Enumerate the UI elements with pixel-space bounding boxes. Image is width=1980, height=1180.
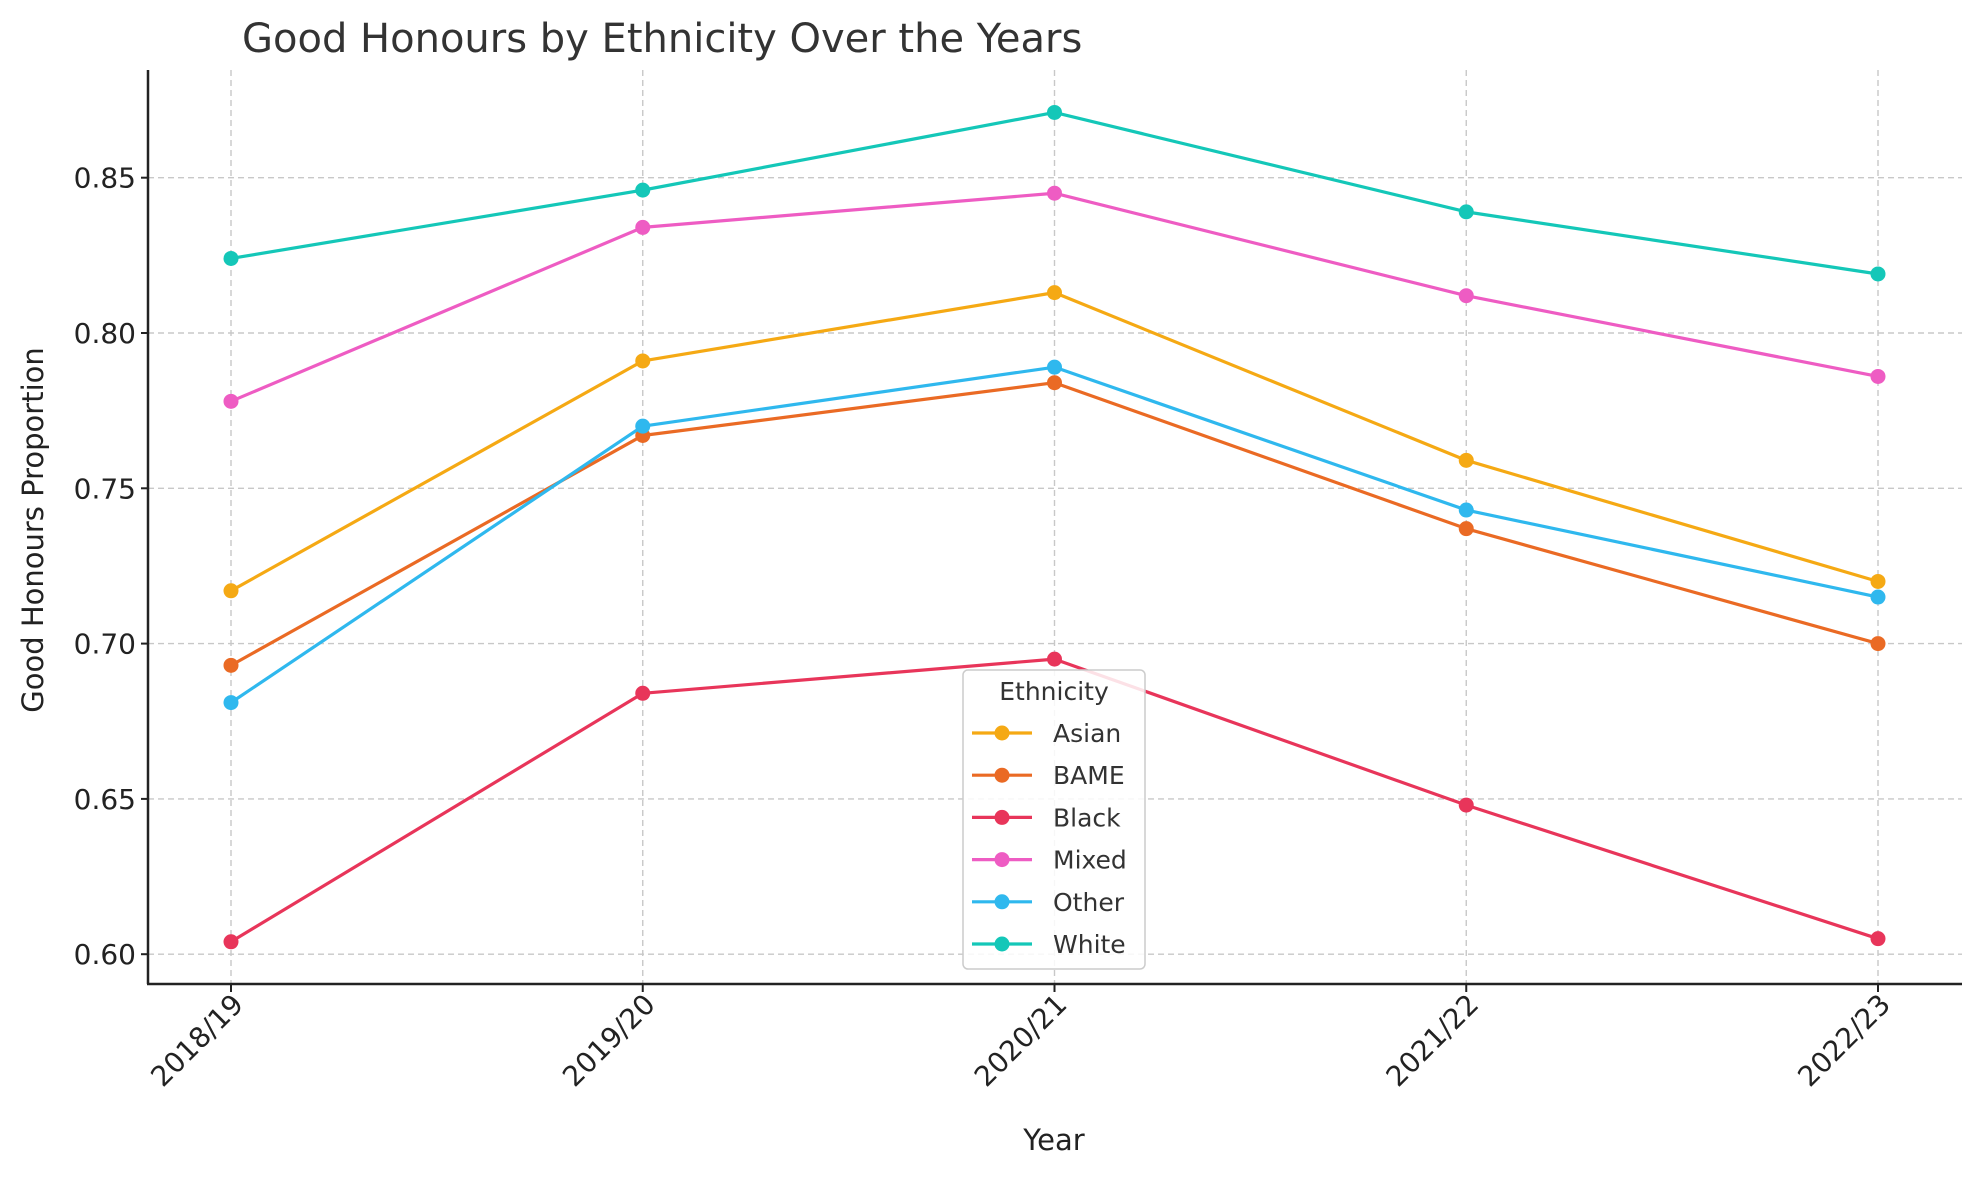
data-point	[1870, 931, 1886, 947]
data-point	[1870, 589, 1886, 605]
series-asian	[223, 285, 1886, 599]
legend-item-white: White	[972, 930, 1126, 959]
data-point	[635, 219, 651, 235]
legend-label: Black	[1053, 803, 1121, 832]
data-point	[1047, 104, 1062, 120]
data-point	[223, 583, 239, 599]
x-tick-label: 2020/21	[968, 988, 1074, 1094]
data-point	[1047, 185, 1062, 201]
series-white	[223, 104, 1886, 282]
legend-item-other: Other	[972, 888, 1125, 917]
data-point	[223, 934, 239, 950]
legend-label: White	[1053, 930, 1126, 959]
y-tick-label: 0.85	[74, 162, 136, 195]
data-point	[635, 418, 651, 434]
data-point	[1047, 651, 1062, 667]
y-tick-label: 0.80	[74, 317, 136, 350]
data-point	[1870, 368, 1886, 384]
y-tick-label: 0.60	[74, 938, 136, 971]
legend: Ethnicity Asian BAME Black Mixed Other White	[962, 669, 1146, 970]
data-point	[1458, 452, 1474, 468]
data-point	[1458, 797, 1474, 813]
legend-item-mixed: Mixed	[972, 846, 1127, 875]
data-point	[1047, 375, 1062, 391]
data-point	[1047, 285, 1062, 301]
x-tick-label: 2019/20	[556, 988, 662, 1094]
legend-item-asian: Asian	[972, 719, 1121, 748]
data-point	[223, 250, 239, 266]
data-point	[1047, 359, 1062, 375]
y-tick-label: 0.70	[74, 628, 136, 661]
data-point	[1458, 502, 1474, 518]
data-point	[635, 182, 651, 198]
series-lines	[223, 104, 1886, 950]
chart-title: Good Honours by Ethnicity Over the Years	[242, 16, 1082, 62]
y-axis-ticks: 0.60 0.65 0.70 0.75 0.80 0.85	[74, 162, 148, 971]
data-point	[223, 657, 239, 673]
x-tick-label: 2022/23	[1791, 988, 1897, 1094]
x-tick-label: 2021/22	[1380, 988, 1486, 1094]
legend-box	[962, 669, 1146, 970]
legend-marker	[994, 809, 1010, 825]
data-point	[1458, 521, 1474, 537]
legend-label: Other	[1053, 888, 1125, 917]
legend-marker	[994, 852, 1010, 868]
data-point	[1870, 266, 1886, 282]
data-point	[1458, 288, 1474, 304]
series-black	[223, 651, 1886, 950]
data-point	[1870, 573, 1886, 589]
legend-marker	[994, 725, 1010, 741]
series-other	[223, 359, 1886, 711]
legend-label: Mixed	[1053, 846, 1127, 875]
data-point	[1870, 636, 1886, 652]
x-tick-label: 2018/19	[144, 988, 250, 1094]
data-point	[635, 685, 651, 701]
legend-marker	[994, 936, 1010, 952]
legend-label: Asian	[1053, 719, 1121, 748]
legend-title: Ethnicity	[999, 677, 1109, 706]
data-point	[223, 393, 239, 409]
data-point	[1458, 204, 1474, 220]
legend-marker	[994, 894, 1010, 910]
y-tick-label: 0.65	[74, 783, 136, 816]
data-point	[223, 695, 239, 711]
y-axis-label: Good Honours Proportion	[16, 347, 50, 713]
legend-item-black: Black	[972, 803, 1121, 832]
y-tick-label: 0.75	[74, 472, 136, 505]
x-axis-label: Year	[1022, 1123, 1084, 1157]
data-point	[635, 353, 651, 369]
x-axis-ticks: 2018/19 2019/20 2020/21 2021/22 2022/23	[144, 984, 1897, 1093]
legend-label: BAME	[1053, 761, 1125, 790]
legend-marker	[994, 767, 1010, 783]
legend-item-bame: BAME	[972, 761, 1125, 790]
series-mixed	[223, 185, 1886, 409]
